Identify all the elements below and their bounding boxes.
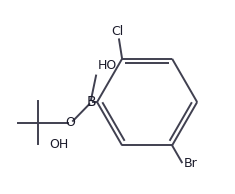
Text: O: O <box>66 116 75 129</box>
Text: B: B <box>86 95 96 109</box>
Text: Cl: Cl <box>111 25 123 38</box>
Text: Br: Br <box>184 157 197 170</box>
Text: HO: HO <box>98 60 117 73</box>
Text: OH: OH <box>49 139 68 152</box>
